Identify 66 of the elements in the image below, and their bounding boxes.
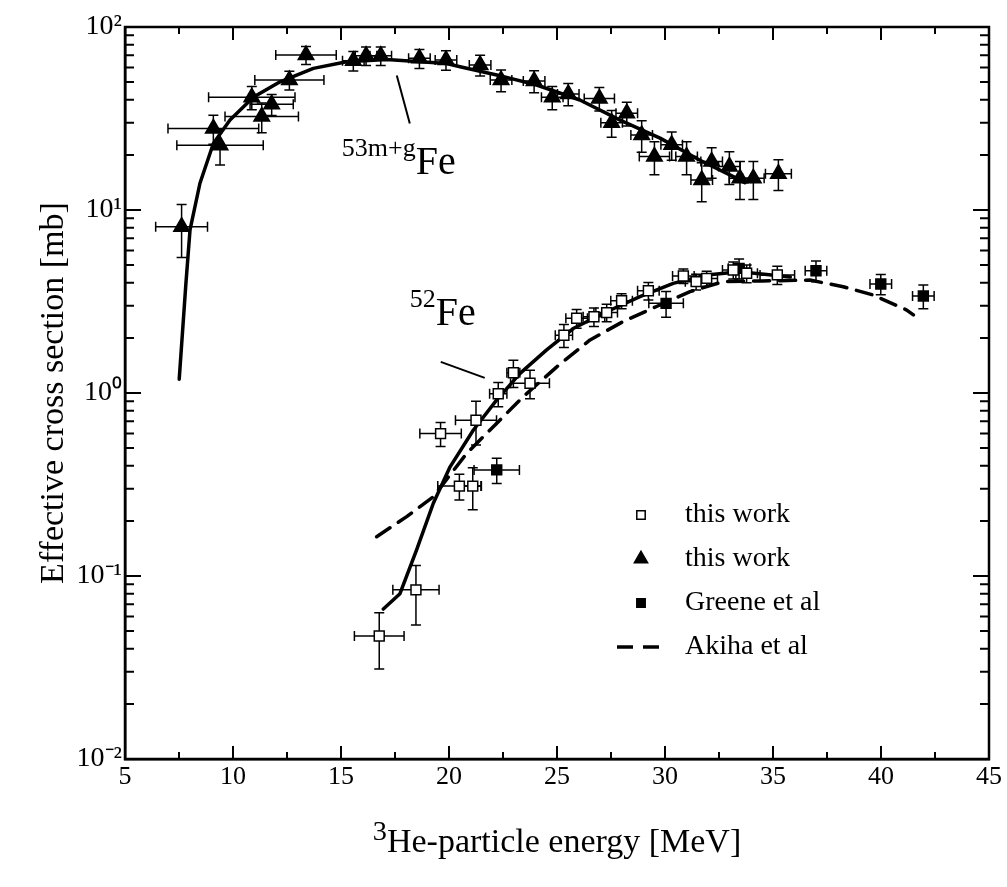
y-tick-label: 10² — [85, 9, 122, 41]
point — [588, 311, 600, 323]
point — [771, 269, 784, 281]
legend-label: Akiha et al — [685, 629, 809, 661]
point — [410, 584, 422, 596]
x-tick-label: 10 — [220, 761, 246, 791]
legend-label: Greene et al — [685, 585, 821, 617]
point — [410, 48, 428, 64]
point — [470, 414, 482, 426]
point — [769, 163, 787, 179]
point — [373, 630, 385, 642]
point — [642, 285, 655, 297]
point — [600, 306, 613, 319]
point — [559, 84, 577, 100]
y-tick-label: 10⁰ — [84, 375, 122, 407]
x-tick-label: 15 — [328, 761, 354, 791]
x-tick-label: 25 — [544, 761, 570, 791]
point — [633, 125, 651, 141]
legend-label: this work — [685, 497, 790, 529]
point — [645, 146, 663, 162]
point — [372, 45, 390, 61]
point — [492, 70, 510, 86]
point — [453, 480, 466, 492]
legend-label: this work — [685, 541, 790, 573]
point — [434, 427, 447, 440]
point — [253, 106, 271, 122]
x-tick-label: 35 — [760, 761, 786, 791]
x-tick-label: 5 — [118, 761, 132, 791]
point — [720, 156, 738, 172]
x-tick-label: 30 — [652, 761, 678, 791]
point — [173, 217, 191, 232]
point — [740, 267, 753, 279]
x-axis-title: $^{3}$He-particle energy [MeV] — [371, 815, 743, 861]
point — [467, 480, 479, 492]
x-tick-label: 20 — [436, 761, 462, 791]
point — [297, 45, 315, 61]
point — [437, 50, 455, 66]
point — [693, 170, 711, 186]
point — [917, 290, 930, 302]
point — [731, 168, 749, 184]
point — [204, 118, 222, 134]
point — [263, 94, 281, 110]
point — [525, 71, 543, 87]
point — [727, 264, 739, 276]
point — [744, 168, 762, 184]
point — [875, 278, 887, 290]
y-axis-title: Effective cross section [mb] — [33, 202, 71, 584]
y-tick-label: 10⁻¹ — [76, 558, 122, 590]
point — [491, 464, 503, 476]
point — [590, 88, 608, 104]
point — [492, 388, 504, 400]
point — [471, 55, 489, 71]
point — [543, 87, 561, 103]
point — [570, 312, 583, 324]
point — [280, 70, 298, 86]
y-tick-label: 10¹ — [85, 192, 122, 224]
point — [524, 377, 536, 389]
point — [558, 329, 570, 341]
point — [603, 112, 621, 128]
x-tick-label: 45 — [976, 761, 1002, 791]
point — [660, 297, 672, 310]
point — [243, 87, 261, 103]
x-tick-label: 40 — [868, 761, 894, 791]
point — [357, 45, 375, 61]
point — [810, 264, 822, 277]
point — [211, 135, 229, 151]
